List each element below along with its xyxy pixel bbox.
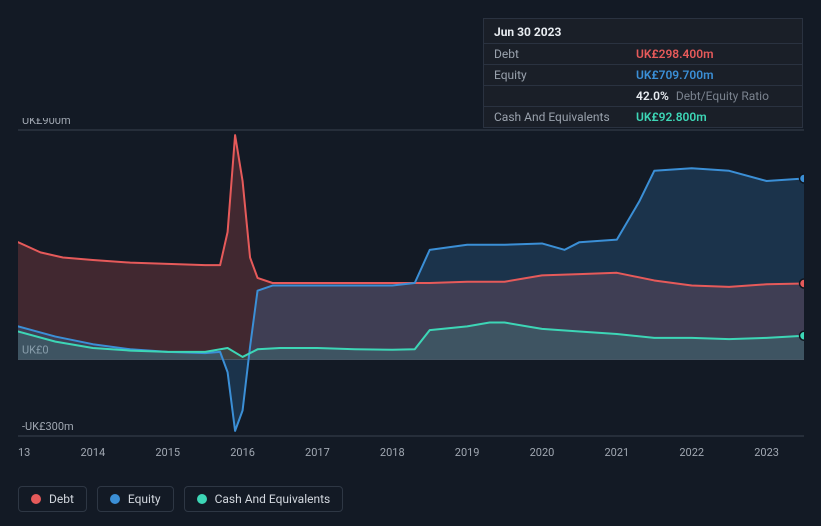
svg-text:2019: 2019 <box>455 446 480 459</box>
legend-label: Debt <box>49 492 74 506</box>
tooltip-date: Jun 30 2023 <box>484 19 802 43</box>
svg-text:2013: 2013 <box>18 446 30 459</box>
tooltip-row-label: Cash And Equivalents <box>494 110 624 124</box>
svg-text:2021: 2021 <box>604 446 629 459</box>
tooltip-row-label: Debt <box>494 47 624 61</box>
legend-dot-icon <box>197 494 207 504</box>
legend-item[interactable]: Cash And Equivalents <box>184 486 344 512</box>
tooltip-row-value: UK£709.700m <box>636 68 714 82</box>
hover-tooltip: Jun 30 2023 Debt UK£298.400m Equity UK£709.… <box>483 18 803 128</box>
tooltip-row-value: 42.0% Debt/Equity Ratio <box>636 89 769 103</box>
tooltip-row-value: UK£298.400m <box>636 47 714 61</box>
svg-text:2017: 2017 <box>305 446 330 459</box>
svg-text:2016: 2016 <box>230 446 255 459</box>
legend-dot-icon <box>110 494 120 504</box>
tooltip-row: 42.0% Debt/Equity Ratio <box>484 85 802 106</box>
svg-text:2020: 2020 <box>530 446 555 459</box>
tooltip-row-value: UK£92.800m <box>636 110 707 124</box>
legend-dot-icon <box>31 494 41 504</box>
svg-text:2018: 2018 <box>380 446 405 459</box>
tooltip-row: Cash And Equivalents UK£92.800m <box>484 106 802 127</box>
svg-text:UK£900m: UK£900m <box>22 118 71 127</box>
debt-equity-chart: UK£900mUK£0-UK£300m201320142015201620172… <box>18 118 804 478</box>
svg-text:2022: 2022 <box>679 446 704 459</box>
tooltip-row: Equity UK£709.700m <box>484 64 802 85</box>
legend-label: Cash And Equivalents <box>215 492 331 506</box>
tooltip-row-label: Equity <box>494 68 624 82</box>
svg-text:2015: 2015 <box>155 446 180 459</box>
tooltip-row-label <box>494 89 624 103</box>
tooltip-row-note: Debt/Equity Ratio <box>673 89 769 103</box>
svg-text:2023: 2023 <box>754 446 779 459</box>
svg-text:2014: 2014 <box>80 446 105 459</box>
legend-label: Equity <box>128 492 161 506</box>
legend: Debt Equity Cash And Equivalents <box>18 486 343 512</box>
legend-item[interactable]: Equity <box>97 486 174 512</box>
legend-item[interactable]: Debt <box>18 486 87 512</box>
tooltip-row: Debt UK£298.400m <box>484 43 802 64</box>
svg-text:-UK£300m: -UK£300m <box>22 420 74 433</box>
